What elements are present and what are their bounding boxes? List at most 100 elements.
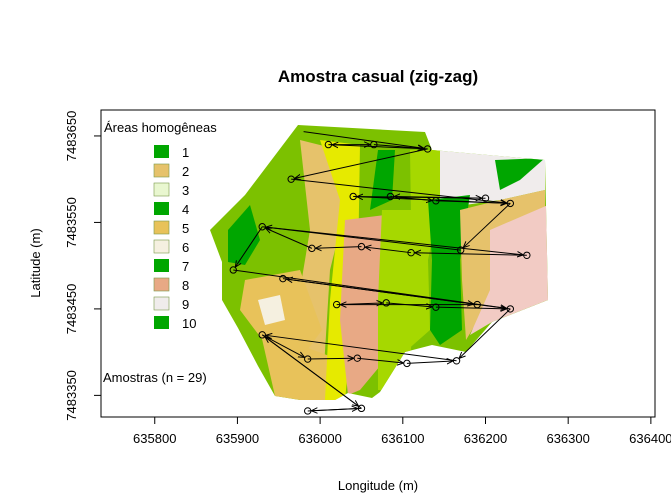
path-segment-10 bbox=[435, 201, 507, 203]
legend-label-3: 3 bbox=[182, 183, 189, 198]
path-segment-25 bbox=[435, 307, 507, 309]
sample-point-13 bbox=[407, 248, 415, 257]
sample-point-15 bbox=[523, 251, 531, 259]
chart-title: Amostra casual (zig-zag) bbox=[278, 67, 478, 86]
legend-swatch-7 bbox=[154, 259, 169, 272]
y-axis: 7483350 7483450 7483550 7483650 bbox=[64, 111, 101, 421]
x-tick-label-0: 635800 bbox=[133, 431, 176, 446]
path-segment-15 bbox=[365, 247, 412, 254]
sample-point-7 bbox=[432, 197, 440, 205]
sample-point-20 bbox=[432, 303, 440, 311]
plot-frame bbox=[100, 109, 656, 418]
x-tick-label-5: 636300 bbox=[546, 431, 589, 446]
sample-point-10 bbox=[258, 223, 266, 231]
zone-pink-east bbox=[470, 205, 548, 335]
sample-point-6 bbox=[386, 192, 395, 201]
path-segment-9 bbox=[390, 195, 432, 200]
sample-point-17 bbox=[279, 274, 287, 283]
y-tick-label-1: 7483450 bbox=[64, 284, 79, 335]
path-segment-1 bbox=[332, 145, 428, 150]
x-axis-label: Longitude (m) bbox=[338, 478, 418, 493]
sample-point-1 bbox=[324, 140, 333, 149]
path-segment-11 bbox=[463, 203, 511, 247]
zone-dark-green-west bbox=[228, 205, 260, 265]
path-segment-8 bbox=[394, 197, 486, 199]
sample-point-14 bbox=[456, 246, 465, 254]
legend-label-8: 8 bbox=[182, 278, 189, 293]
x-tick-label-3: 636100 bbox=[381, 431, 424, 446]
legend-label-10: 10 bbox=[182, 316, 196, 331]
sample-point-22 bbox=[506, 305, 514, 313]
zone-dark-green-ne bbox=[495, 158, 545, 190]
y-tick-label-3: 7483650 bbox=[64, 111, 79, 162]
sample-point-29 bbox=[357, 404, 366, 413]
path-segment-4 bbox=[295, 148, 428, 179]
samples-label: Amostras (n = 29) bbox=[103, 370, 207, 385]
legend-swatch-1 bbox=[154, 145, 169, 158]
path-segment-32 bbox=[262, 334, 304, 358]
legend-swatch-9 bbox=[153, 296, 170, 311]
path-segment-34 bbox=[357, 357, 403, 363]
sample-point-27 bbox=[452, 357, 461, 365]
path-segment-23 bbox=[336, 303, 383, 305]
path-segment-31 bbox=[265, 337, 362, 409]
legend-swatch-8 bbox=[153, 277, 170, 292]
zone-cream bbox=[258, 295, 285, 325]
y-tick-label-2: 7483550 bbox=[64, 197, 79, 248]
sample-point-12 bbox=[357, 242, 366, 251]
zone-dark-green-top bbox=[370, 150, 395, 210]
path-segment-21 bbox=[282, 278, 474, 304]
legend-swatch-4 bbox=[154, 202, 169, 215]
sample-point-28 bbox=[304, 407, 312, 415]
sample-point-23 bbox=[258, 331, 266, 339]
path-segment-16 bbox=[315, 247, 362, 249]
sample-point-2 bbox=[370, 140, 378, 149]
sample-point-24 bbox=[304, 355, 312, 363]
legend-swatch-2 bbox=[153, 163, 170, 178]
path-segment-17 bbox=[265, 228, 313, 249]
legend-label-6: 6 bbox=[182, 240, 189, 255]
legend-label-5: 5 bbox=[182, 221, 189, 236]
sample-point-19 bbox=[382, 299, 390, 307]
path-segment-24 bbox=[386, 302, 432, 307]
zigzag-path bbox=[233, 131, 527, 411]
legend: Áreas homogêneas 1 2 3 4 5 6 7 8 9 10 bbox=[104, 120, 217, 331]
legend-swatch-10 bbox=[154, 316, 169, 329]
sample-point-18 bbox=[332, 300, 341, 309]
legend-label-7: 7 bbox=[182, 259, 189, 274]
sample-point-4 bbox=[287, 175, 295, 183]
sample-point-16 bbox=[229, 266, 237, 274]
path-segment-33 bbox=[307, 358, 354, 359]
path-segment-3 bbox=[373, 144, 424, 149]
sample-points bbox=[229, 140, 531, 415]
path-segment-27 bbox=[266, 335, 457, 362]
legend-label-9: 9 bbox=[182, 297, 189, 312]
x-tick-label-2: 636000 bbox=[298, 431, 341, 446]
legend-swatch-6 bbox=[153, 239, 170, 254]
path-segment-0 bbox=[303, 131, 425, 149]
path-segment-18 bbox=[235, 226, 263, 267]
x-axis: 635800 635900 636000 636100 636200 636300 6364… bbox=[133, 417, 671, 446]
zone-tan-east bbox=[460, 190, 545, 340]
homogeneous-areas-map bbox=[210, 125, 548, 400]
sample-point-11 bbox=[308, 244, 316, 253]
legend-label-4: 4 bbox=[182, 202, 189, 217]
x-tick-label-6: 636400 bbox=[629, 431, 671, 446]
legend-label-2: 2 bbox=[182, 164, 189, 179]
legend-label-1: 1 bbox=[182, 145, 189, 160]
path-segment-14 bbox=[415, 253, 527, 256]
path-segment-35 bbox=[406, 361, 453, 363]
path-segment-5 bbox=[291, 178, 507, 203]
legend-title: Áreas homogêneas bbox=[104, 120, 217, 135]
legend-swatch-5 bbox=[153, 220, 170, 235]
y-axis-label: Latitude (m) bbox=[28, 228, 43, 297]
sample-point-26 bbox=[403, 359, 411, 368]
x-tick-label-1: 635900 bbox=[216, 431, 259, 446]
sample-point-9 bbox=[506, 199, 514, 208]
sample-point-3 bbox=[423, 145, 432, 153]
legend-swatch-3 bbox=[153, 182, 170, 197]
path-segment-26 bbox=[459, 308, 511, 358]
sample-point-25 bbox=[353, 354, 362, 362]
x-tick-label-4: 636200 bbox=[464, 431, 507, 446]
